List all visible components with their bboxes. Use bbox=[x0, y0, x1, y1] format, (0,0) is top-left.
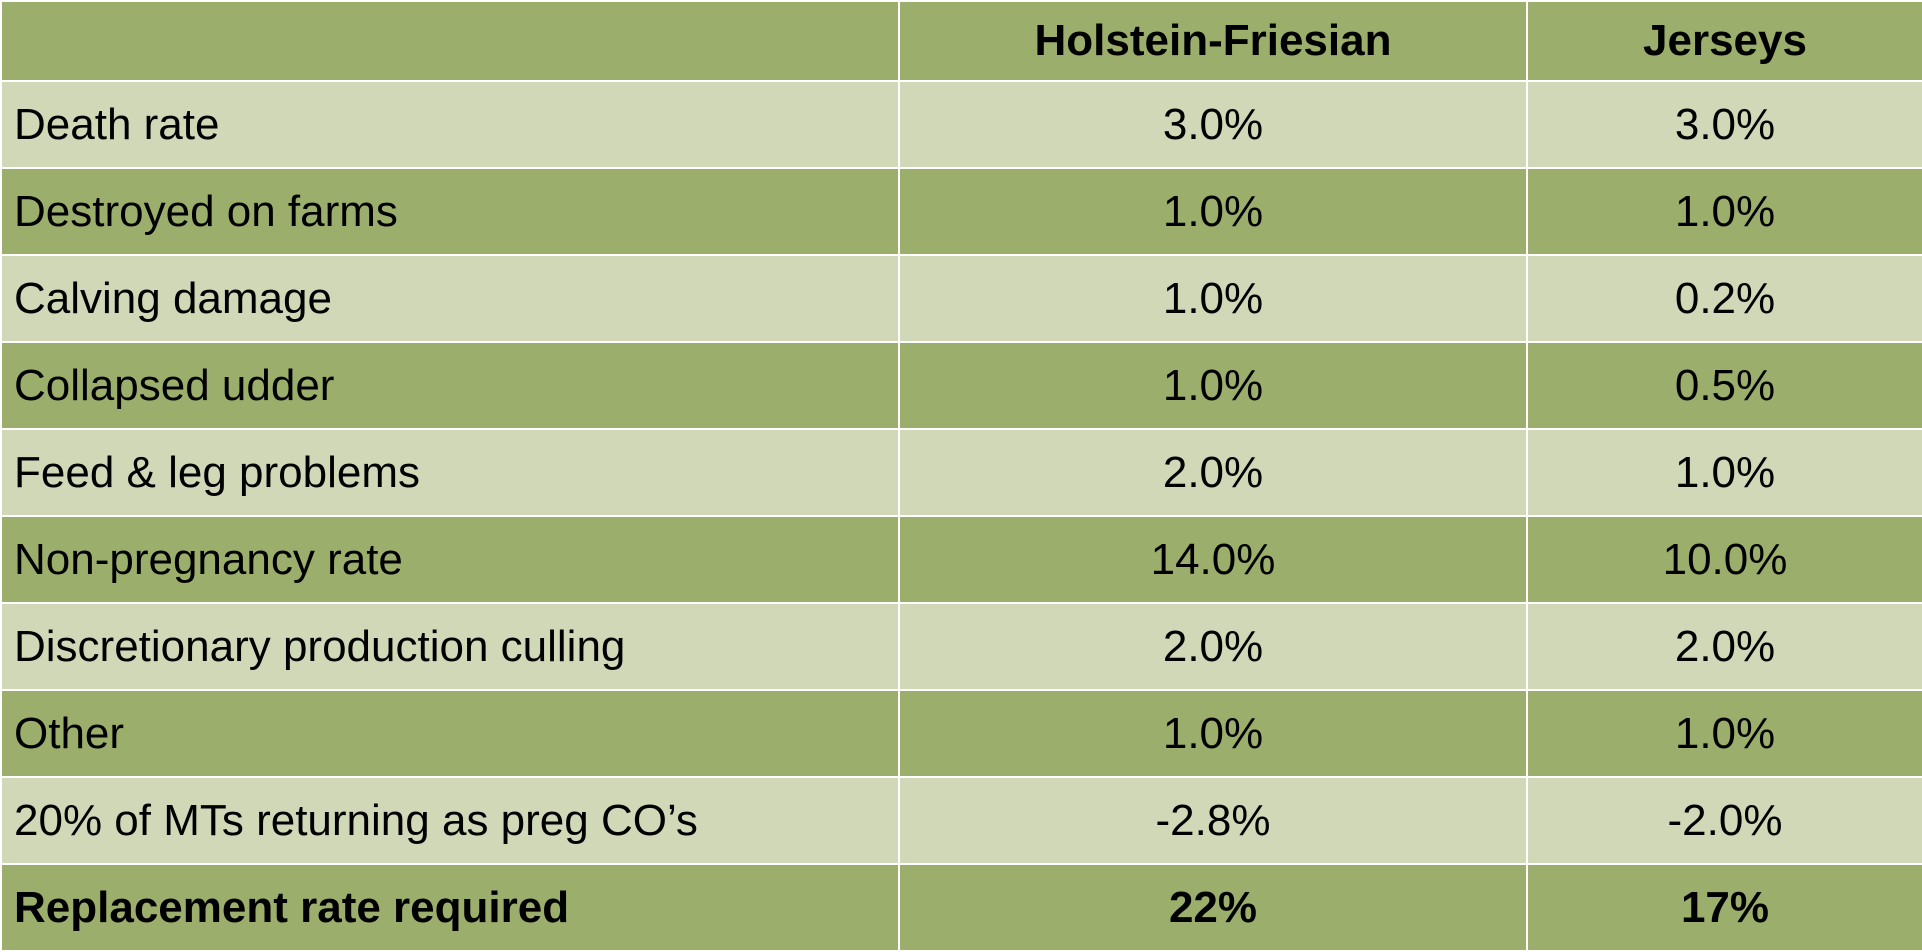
table-row: Discretionary production culling 2.0% 2.0% bbox=[0, 602, 1922, 691]
cell-value: 0.5% bbox=[1526, 341, 1922, 430]
table-row: 20% of MTs returning as preg CO’s -2.8% -2… bbox=[0, 776, 1922, 865]
cell-value: 3.0% bbox=[1526, 80, 1922, 169]
row-label: Collapsed udder bbox=[0, 341, 900, 430]
header-cell: Jerseys bbox=[1526, 0, 1922, 82]
row-label: Feed & leg problems bbox=[0, 428, 900, 517]
cell-value: 22% bbox=[898, 863, 1528, 952]
header-row: Holstein-Friesian Jerseys bbox=[0, 0, 1922, 82]
cell-value: 1.0% bbox=[1526, 167, 1922, 256]
cell-value: 2.0% bbox=[898, 428, 1528, 517]
cell-value: 1.0% bbox=[898, 254, 1528, 343]
cell-value: 3.0% bbox=[898, 80, 1528, 169]
table-row: Collapsed udder 1.0% 0.5% bbox=[0, 341, 1922, 430]
row-label: Discretionary production culling bbox=[0, 602, 900, 691]
table-body: Death rate 3.0% 3.0% Destroyed on farms 1.0%… bbox=[0, 80, 1922, 952]
cell-value: 1.0% bbox=[898, 167, 1528, 256]
row-label: 20% of MTs returning as preg CO’s bbox=[0, 776, 900, 865]
row-label: Other bbox=[0, 689, 900, 778]
table-row: Non-pregnancy rate 14.0% 10.0% bbox=[0, 515, 1922, 604]
cell-value: 2.0% bbox=[1526, 602, 1922, 691]
cell-value: 2.0% bbox=[898, 602, 1528, 691]
table-row: Destroyed on farms 1.0% 1.0% bbox=[0, 167, 1922, 256]
cell-value: 1.0% bbox=[1526, 428, 1922, 517]
cell-value: 10.0% bbox=[1526, 515, 1922, 604]
cell-value: 1.0% bbox=[898, 341, 1528, 430]
cell-value: 1.0% bbox=[898, 689, 1528, 778]
row-label: Non-pregnancy rate bbox=[0, 515, 900, 604]
header-cell: Holstein-Friesian bbox=[898, 0, 1528, 82]
table-row: Death rate 3.0% 3.0% bbox=[0, 80, 1922, 169]
table-row: Feed & leg problems 2.0% 1.0% bbox=[0, 428, 1922, 517]
row-label: Death rate bbox=[0, 80, 900, 169]
row-label: Calving damage bbox=[0, 254, 900, 343]
header-cell bbox=[0, 0, 900, 82]
row-label: Destroyed on farms bbox=[0, 167, 900, 256]
cell-value: 0.2% bbox=[1526, 254, 1922, 343]
cell-value: 14.0% bbox=[898, 515, 1528, 604]
cell-value: -2.0% bbox=[1526, 776, 1922, 865]
row-label: Replacement rate required bbox=[0, 863, 900, 952]
table-row: Replacement rate required 22% 17% bbox=[0, 863, 1922, 952]
cell-value: 17% bbox=[1526, 863, 1922, 952]
cell-value: -2.8% bbox=[898, 776, 1528, 865]
table-row: Other 1.0% 1.0% bbox=[0, 689, 1922, 778]
table-row: Calving damage 1.0% 0.2% bbox=[0, 254, 1922, 343]
cell-value: 1.0% bbox=[1526, 689, 1922, 778]
